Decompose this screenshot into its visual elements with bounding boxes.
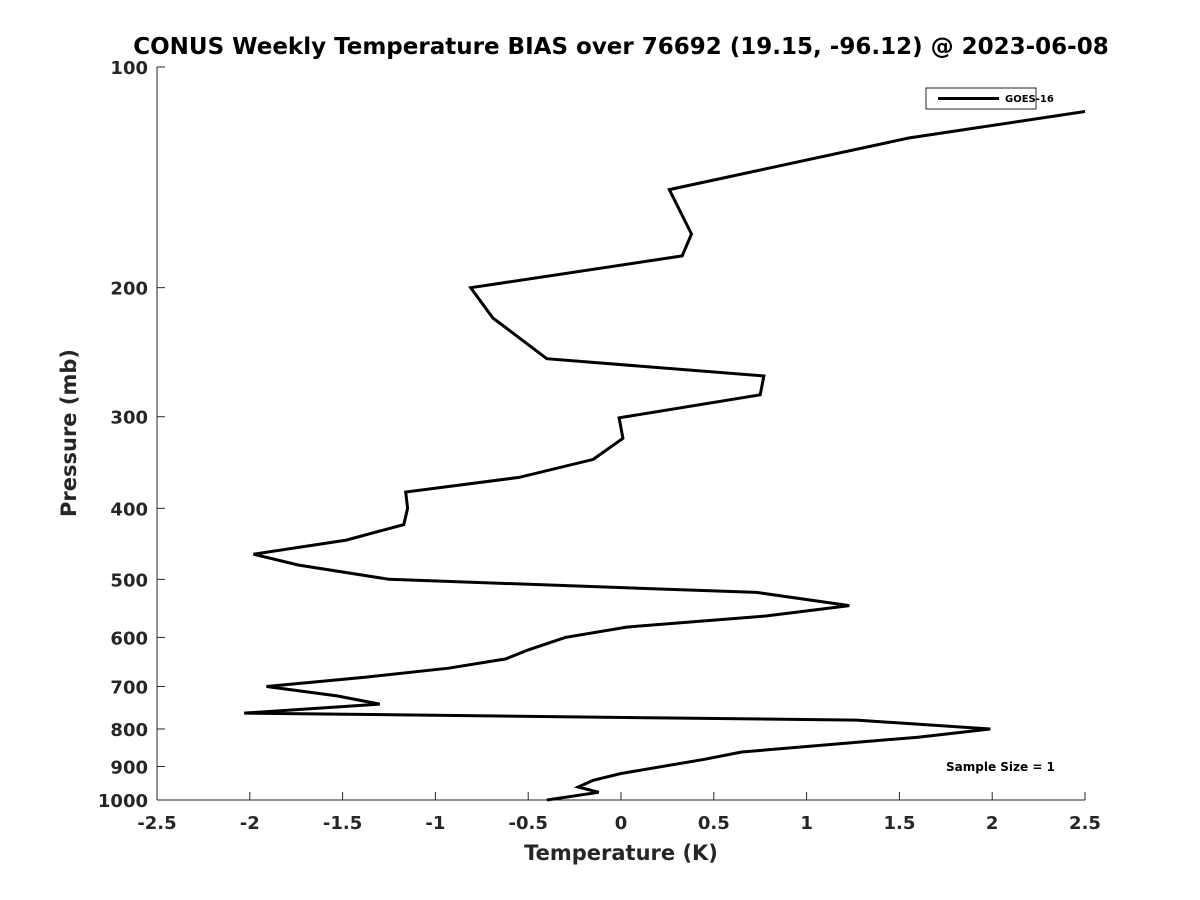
y-tick-label: 1000: [98, 791, 148, 812]
y-axis-ticks: 100 200 300 400 500 600 700 800 900 1000: [98, 58, 165, 812]
y-tick-label: 500: [110, 570, 148, 591]
legend: GOES-16: [925, 87, 1054, 110]
legend-label-goes-16: GOES-16: [1005, 94, 1054, 105]
x-tick-label: -2.5: [137, 813, 176, 834]
y-tick-label: 200: [110, 279, 148, 300]
y-axis-label: Pressure (mb): [57, 349, 81, 517]
x-axis-label: Temperature (K): [524, 841, 718, 865]
x-tick-label: 2: [986, 813, 999, 834]
series-line-goes-16: [244, 110, 1086, 802]
x-tick-label: 0.5: [698, 813, 730, 834]
y-tick-label: 900: [110, 757, 148, 778]
sample-size-annotation: Sample Size = 1: [946, 760, 1055, 774]
x-tick-label: 1: [800, 813, 813, 834]
x-tick-label: 2.5: [1069, 813, 1101, 834]
chart-title: CONUS Weekly Temperature BIAS over 76692…: [133, 34, 1108, 60]
y-tick-label: 600: [110, 628, 148, 649]
x-axis-ticks: -2.5 -2 -1.5 -1 -0.5 0 0.5 1 1.5 2 2.5: [137, 792, 1101, 834]
x-tick-label: -1: [425, 813, 445, 834]
x-tick-label: -0.5: [509, 813, 548, 834]
y-tick-label: 800: [110, 720, 148, 741]
y-tick-label: 100: [110, 58, 148, 79]
y-tick-label: 700: [110, 677, 148, 698]
y-tick-label: 300: [110, 408, 148, 429]
x-tick-label: -1.5: [323, 813, 362, 834]
x-tick-label: 1.5: [883, 813, 915, 834]
x-tick-label: -2: [240, 813, 260, 834]
y-tick-label: 400: [110, 499, 148, 520]
x-tick-label: 0: [615, 813, 628, 834]
